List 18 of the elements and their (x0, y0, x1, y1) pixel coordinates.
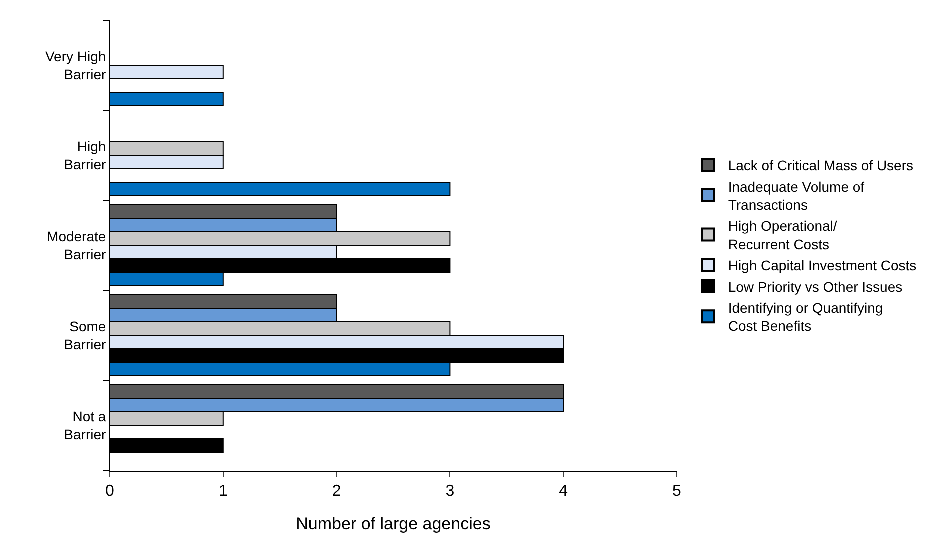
y-tick-label: Moderate Barrier (47, 228, 107, 262)
y-tick-label: Not a Barrier (64, 408, 107, 442)
legend-label: High Operational/ Recurrent Costs (728, 218, 838, 252)
y-tick-label: Very High Barrier (45, 48, 107, 82)
x-tick-label: 5 (672, 483, 682, 500)
legend-label: Identifying or Quantifying Cost Benefits (728, 300, 884, 334)
legend-label: Inadequate Volume of Transactions (728, 178, 865, 213)
x-tick-label: 0 (106, 483, 115, 500)
x-tick-label: 2 (332, 483, 342, 500)
legend-label: High Capital Investment Costs (728, 258, 917, 274)
legend-label: Low Priority vs Other Issues (728, 278, 903, 295)
x-tick-label: 3 (446, 483, 455, 500)
legend-label: Lack of Critical Mass of Users (728, 158, 914, 174)
x-tick-label: 1 (218, 483, 228, 500)
x-axis-title: Number of large agencies (296, 514, 491, 534)
y-tick-label: Some Barrier (64, 318, 107, 352)
y-tick-label: High Barrier (64, 138, 107, 172)
x-tick-label: 4 (559, 483, 568, 500)
